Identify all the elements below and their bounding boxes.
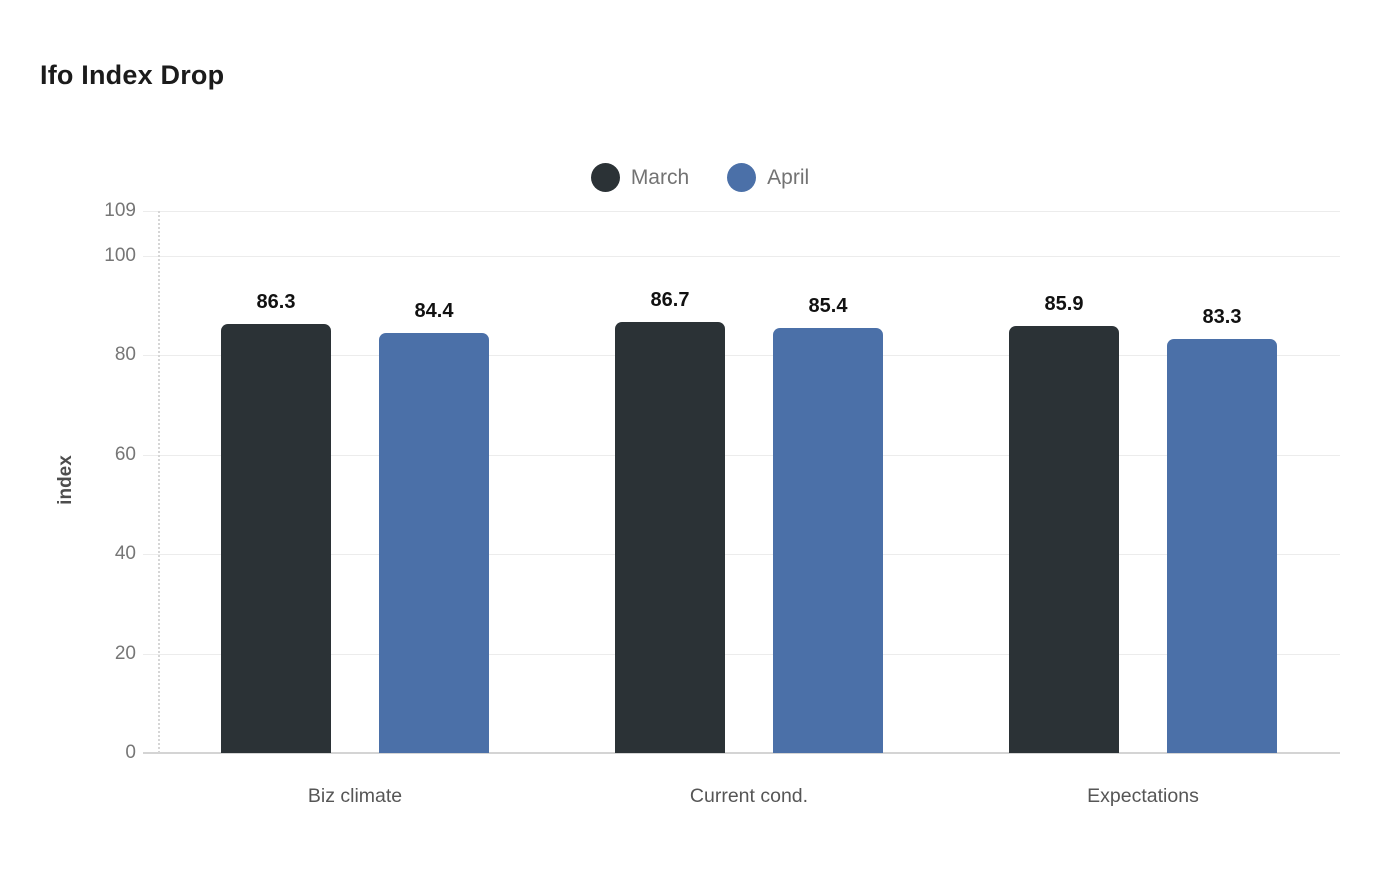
y-tick-label: 0 bbox=[125, 742, 136, 763]
gridline bbox=[143, 554, 1340, 556]
bar-march-1 bbox=[615, 321, 725, 753]
legend-item-april: April bbox=[727, 163, 809, 192]
gridline bbox=[143, 255, 1340, 257]
bar-value-label: 83.3 bbox=[1202, 305, 1242, 328]
bar-april-1 bbox=[773, 328, 883, 753]
y-tick-label: 60 bbox=[114, 443, 136, 465]
x-axis-line bbox=[143, 752, 1340, 754]
bar-value-label: 85.4 bbox=[808, 295, 848, 318]
legend-marker-circle-icon bbox=[590, 163, 620, 192]
legend-item-march: March bbox=[590, 163, 690, 192]
bar-value-label: 86.7 bbox=[650, 288, 690, 311]
x-tick-label: Current cond. bbox=[689, 785, 809, 807]
x-tick-label: Biz climate bbox=[307, 785, 403, 807]
y-axis-line bbox=[158, 211, 160, 753]
gridline bbox=[143, 454, 1340, 456]
legend: March April bbox=[0, 163, 1400, 192]
bar-march-0 bbox=[221, 323, 331, 753]
legend-label: March bbox=[630, 165, 690, 189]
y-tick-label: 100 bbox=[104, 244, 136, 266]
bar-april-2 bbox=[1167, 338, 1277, 753]
gridline bbox=[143, 211, 1340, 212]
bar-april-0 bbox=[379, 333, 489, 753]
bar-value-label: 86.3 bbox=[256, 290, 296, 313]
x-tick-label: Expectations bbox=[1087, 785, 1199, 807]
bar-value-label: 85.9 bbox=[1044, 292, 1084, 315]
bar-value-label: 84.4 bbox=[414, 300, 454, 323]
y-tick-label: 80 bbox=[114, 344, 136, 366]
gridline bbox=[143, 653, 1340, 655]
y-tick-label: 20 bbox=[114, 642, 136, 664]
y-tick-label: 109 bbox=[104, 200, 136, 221]
bar-march-2 bbox=[1009, 325, 1119, 753]
legend-label: April bbox=[767, 165, 810, 189]
chart-title: Ifo Index Drop bbox=[40, 60, 225, 90]
gridline bbox=[143, 355, 1340, 357]
legend-marker-circle-icon bbox=[727, 163, 757, 192]
y-tick-label: 40 bbox=[114, 543, 136, 565]
